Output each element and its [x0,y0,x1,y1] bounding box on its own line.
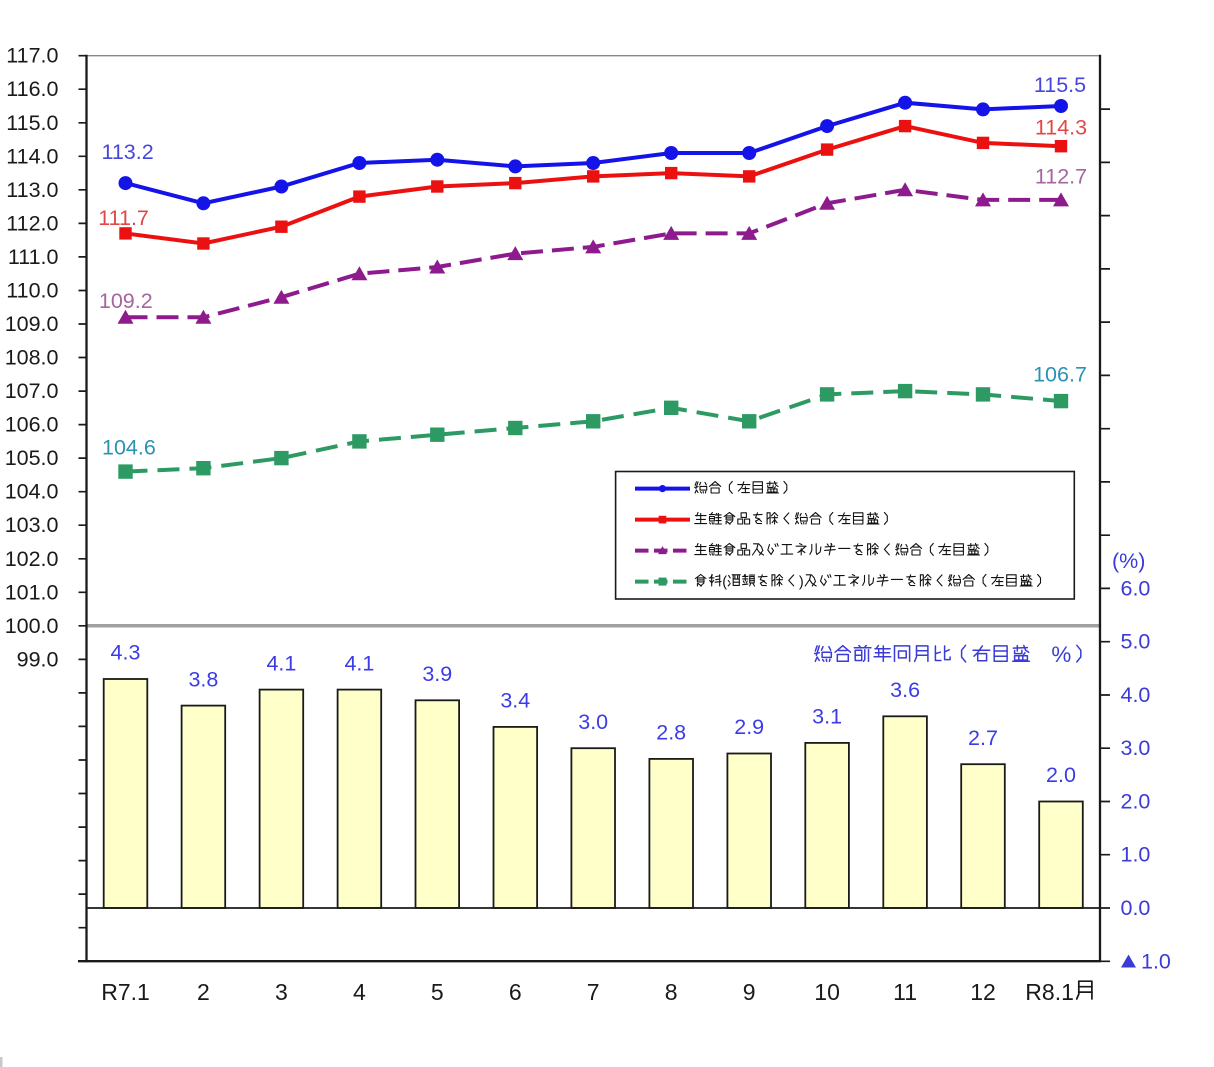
svg-text:4.3: 4.3 [111,641,141,665]
svg-text:114.0: 114.0 [6,144,58,168]
svg-text:100.0: 100.0 [5,614,59,638]
svg-text:104.0: 104.0 [5,480,59,504]
svg-text:4: 4 [353,979,366,1005]
svg-text:R8.1: R8.1 [1025,979,1074,1005]
svg-text:6.0: 6.0 [1121,576,1151,600]
svg-text:): ) [799,575,804,591]
svg-text:102.0: 102.0 [5,547,59,571]
svg-text:10: 10 [814,979,840,1005]
svg-text:106.0: 106.0 [5,413,59,437]
svg-text:114.3: 114.3 [1035,116,1087,140]
svg-text:101.0: 101.0 [5,580,59,604]
svg-text:3.1: 3.1 [812,705,842,729]
svg-text:110.0: 110.0 [6,279,58,303]
svg-text:117.0: 117.0 [6,44,58,68]
svg-text:104.6: 104.6 [102,436,156,460]
svg-text:107.0: 107.0 [5,379,59,403]
svg-text:105.0: 105.0 [5,446,59,470]
svg-text:0.0: 0.0 [1121,896,1151,920]
svg-text:(%): (%) [1112,549,1145,573]
svg-text:3.6: 3.6 [890,678,920,702]
svg-text:111.7: 111.7 [98,206,149,230]
svg-text:115.5: 115.5 [1034,73,1086,97]
svg-text:1.0: 1.0 [1121,843,1151,867]
svg-text:108.0: 108.0 [5,346,59,370]
svg-text:2.8: 2.8 [656,721,686,745]
svg-text:3: 3 [275,979,288,1005]
svg-text:5: 5 [431,979,444,1005]
svg-text:5.0: 5.0 [1121,630,1151,654]
svg-text:3.8: 3.8 [188,667,218,691]
svg-text:2.0: 2.0 [1121,790,1151,814]
svg-text:115.0: 115.0 [6,111,58,135]
svg-text:7: 7 [587,979,600,1005]
svg-text:(: ( [722,575,727,591]
svg-text:4.1: 4.1 [266,651,296,675]
svg-text:%: % [1051,642,1071,667]
svg-text:6: 6 [509,979,522,1005]
svg-text:12: 12 [970,979,996,1005]
svg-text:112.7: 112.7 [1035,165,1087,189]
svg-text:3.0: 3.0 [578,710,608,734]
svg-text:2: 2 [197,979,210,1005]
svg-text:109.0: 109.0 [5,312,59,336]
svg-text:3.9: 3.9 [422,662,452,686]
svg-text:3.4: 3.4 [500,689,530,713]
svg-text:2.7: 2.7 [968,726,998,750]
svg-text:8: 8 [665,979,678,1005]
svg-text:2.9: 2.9 [734,715,764,739]
svg-text:106.7: 106.7 [1033,363,1087,387]
svg-text:11: 11 [893,979,917,1005]
svg-text:4.0: 4.0 [1121,683,1151,707]
svg-text:R7.1: R7.1 [101,979,150,1005]
svg-text:109.2: 109.2 [99,289,153,313]
svg-text:99.0: 99.0 [17,647,59,671]
svg-text:103.0: 103.0 [5,513,59,537]
svg-text:113.2: 113.2 [101,140,153,164]
svg-text:112.0: 112.0 [6,211,58,235]
svg-text:113.0: 113.0 [6,178,58,202]
svg-text:116.0: 116.0 [6,77,58,101]
svg-text:111.0: 111.0 [8,245,59,269]
svg-text:1.0: 1.0 [1141,950,1171,974]
svg-text:3.0: 3.0 [1121,736,1151,760]
svg-text:2.0: 2.0 [1046,763,1076,787]
svg-text:9: 9 [743,979,756,1005]
svg-text:4.1: 4.1 [344,651,374,675]
